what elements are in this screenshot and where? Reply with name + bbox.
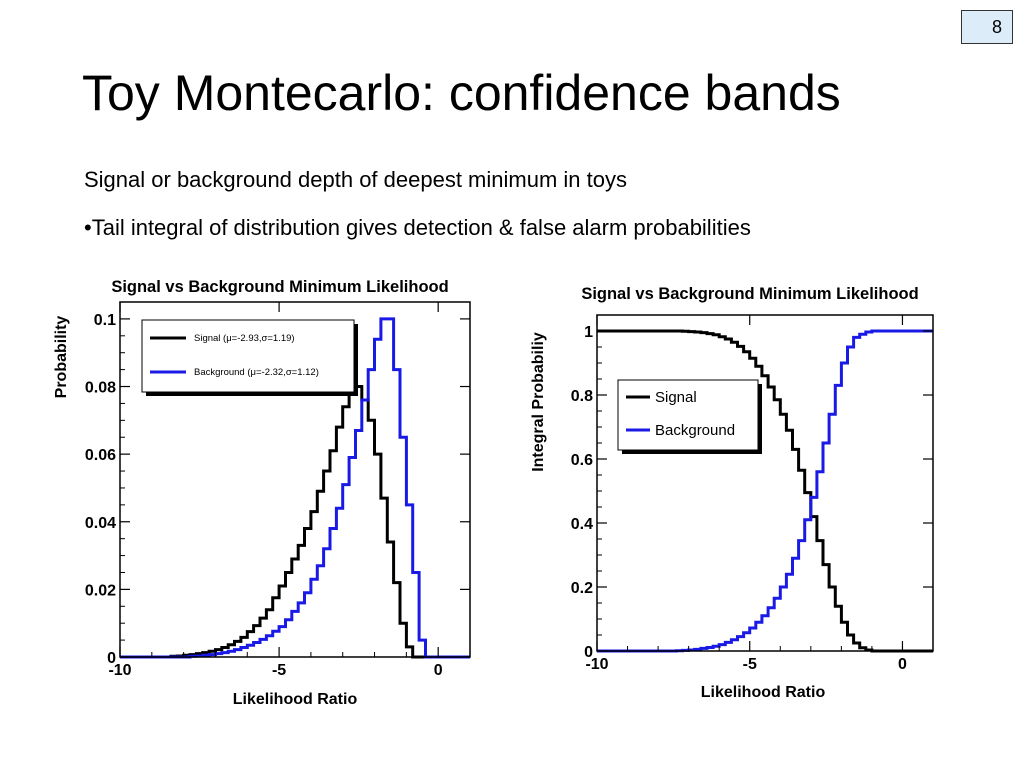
x-tick-label: -10 [585,656,608,673]
legend-box [141,319,355,393]
legend-label-background: Background (μ=-2.32,σ=1.12) [194,367,319,378]
chart-title: Signal vs Background Minimum Likelihood [111,278,448,296]
series-line-signal [120,385,470,659]
y-axis-label: Integral Probabiliy [530,332,547,472]
chart-title: Signal vs Background Minimum Likelihood [581,285,918,303]
y-tick-label: 0.1 [94,312,116,329]
plot-frame [119,301,471,658]
page-number: 8 [961,10,1013,44]
y-tick-label: 1 [584,324,593,341]
plot-frame [596,314,934,652]
x-tick-label: 0 [898,656,907,673]
y-tick-label: 0 [107,650,116,667]
legend-label-signal: Signal [655,389,697,406]
y-tick-label: 0.02 [85,582,116,599]
x-tick-label: -10 [108,662,131,679]
series-line-background [120,317,470,659]
bullet-text-1: Signal or background depth of deepest mi… [84,167,627,192]
y-tick-label: 0.06 [85,447,116,464]
series-line-signal [597,329,933,653]
legend-label-signal: Signal (μ=-2.93,σ=1.19) [194,333,295,344]
y-tick-label: 0.08 [85,380,116,397]
y-tick-label: 0 [584,644,593,661]
y-tick-label: 0.8 [571,388,593,405]
y-tick-label: 0.4 [571,516,593,533]
legend-label-background: Background [655,422,735,439]
y-tick-label: 0.04 [85,515,116,532]
x-tick-label: 0 [434,662,443,679]
legend-box [617,379,759,451]
series-line-background [597,329,933,653]
x-axis-label: Likelihood Ratio [701,684,826,701]
bullet-text-2: •Tail integral of distribution gives det… [84,215,751,240]
y-tick-label: 0.2 [571,580,593,597]
y-tick-label: 0.6 [571,452,593,469]
x-axis-label: Likelihood Ratio [233,691,358,708]
x-tick-label: -5 [743,656,757,673]
x-tick-label: -5 [272,662,286,679]
slide-title: Toy Montecarlo: confidence bands [82,65,841,121]
y-axis-label: Probability [53,316,70,399]
